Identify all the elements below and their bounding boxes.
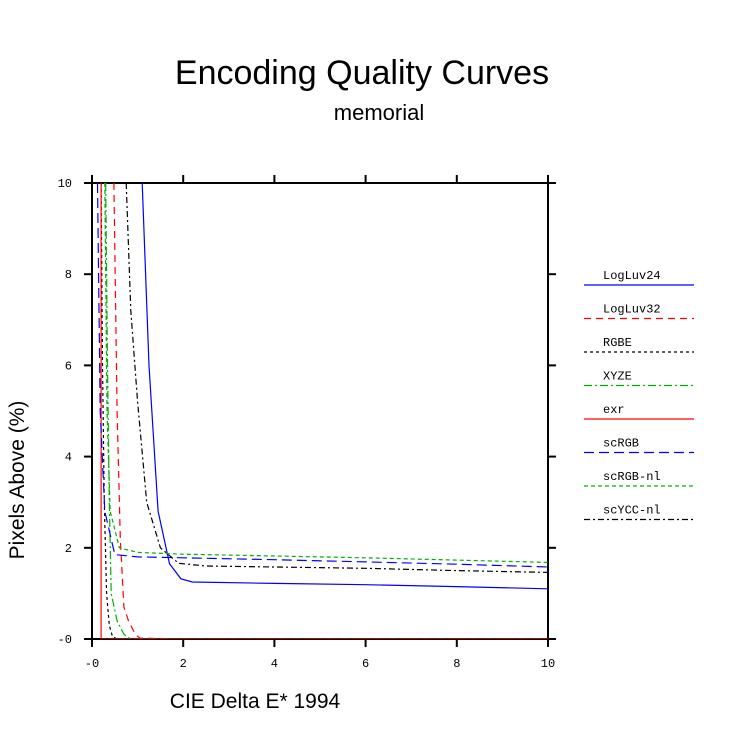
series-line-exr	[100, 183, 548, 639]
series-line-scrgb-nl	[104, 183, 548, 563]
y-axis-label: Pixels Above (%)	[6, 401, 29, 560]
plot-frame	[91, 182, 549, 640]
y-tick-label: 4	[65, 451, 72, 465]
x-tick-label: 4	[271, 657, 278, 671]
x-axis-label: CIE Delta E* 1994	[170, 690, 341, 713]
legend-label: LogLuv32	[603, 303, 661, 317]
series-line-logluv32	[113, 183, 548, 639]
legend-label: exr	[603, 403, 625, 417]
x-tick-label: 6	[362, 657, 369, 671]
legend-label: XYZE	[603, 370, 632, 384]
legend-label: scYCC-nl	[603, 504, 661, 518]
chart-title: Encoding Quality Curves	[175, 54, 549, 92]
legend-label: scRGB-nl	[603, 470, 661, 484]
plot-area: -0 2 4 6 8 10 -0 2 4 6 8 10	[58, 175, 556, 671]
series-line-xyze	[105, 183, 548, 639]
y-tick-label: 8	[65, 268, 72, 282]
legend-label: RGBE	[603, 336, 632, 350]
x-tick-label: 10	[541, 657, 555, 671]
series-line-scycc-nl	[125, 183, 548, 573]
chart-subtitle: memorial	[334, 100, 424, 125]
y-tick-label: 6	[65, 359, 72, 373]
y-tick-label: 10	[58, 177, 72, 191]
series-line-scrgb	[96, 183, 548, 568]
series-line-rgbe	[100, 183, 548, 639]
legend: LogLuv24 LogLuv32 RGBE XYZE exr scRGB scRGB-nl…	[584, 269, 694, 521]
legend-label: LogLuv24	[603, 269, 661, 283]
x-tick-label: 8	[453, 657, 460, 671]
legend-label: scRGB	[603, 437, 639, 451]
y-tick-label: -0	[58, 633, 72, 647]
x-tick-label: -0	[85, 657, 99, 671]
series-line-logluv24	[141, 183, 548, 590]
series-group	[96, 183, 548, 639]
y-tick-label: 2	[65, 542, 72, 556]
x-tick-label: 2	[180, 657, 187, 671]
